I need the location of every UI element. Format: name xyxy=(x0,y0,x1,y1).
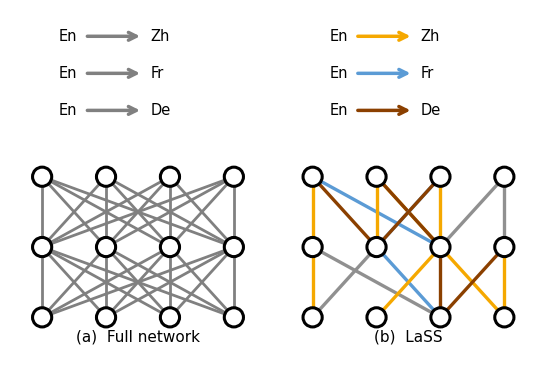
Circle shape xyxy=(303,237,322,257)
Circle shape xyxy=(367,308,386,327)
Circle shape xyxy=(431,237,450,257)
Text: En: En xyxy=(329,103,348,118)
Text: Zh: Zh xyxy=(150,29,169,44)
Text: En: En xyxy=(59,66,77,81)
Circle shape xyxy=(303,167,322,186)
Circle shape xyxy=(224,237,243,257)
Circle shape xyxy=(367,237,386,257)
Circle shape xyxy=(97,167,115,186)
Text: (b)  LaSS: (b) LaSS xyxy=(374,329,443,344)
Text: En: En xyxy=(329,29,348,44)
Circle shape xyxy=(161,237,179,257)
Text: En: En xyxy=(59,29,77,44)
Circle shape xyxy=(224,167,243,186)
Circle shape xyxy=(224,308,243,327)
Text: En: En xyxy=(59,103,77,118)
Circle shape xyxy=(161,167,179,186)
Text: Fr: Fr xyxy=(150,66,163,81)
Circle shape xyxy=(161,308,179,327)
Text: (a)  Full network: (a) Full network xyxy=(76,329,200,344)
Circle shape xyxy=(97,308,115,327)
Circle shape xyxy=(495,308,514,327)
Circle shape xyxy=(495,167,514,186)
Circle shape xyxy=(33,167,52,186)
Text: De: De xyxy=(421,103,441,118)
Circle shape xyxy=(97,237,115,257)
Circle shape xyxy=(431,167,450,186)
Circle shape xyxy=(33,308,52,327)
Text: Zh: Zh xyxy=(421,29,440,44)
Circle shape xyxy=(303,308,322,327)
Text: Fr: Fr xyxy=(421,66,434,81)
Circle shape xyxy=(367,167,386,186)
Text: De: De xyxy=(150,103,171,118)
Circle shape xyxy=(495,237,514,257)
Circle shape xyxy=(33,237,52,257)
Circle shape xyxy=(431,308,450,327)
Text: En: En xyxy=(329,66,348,81)
